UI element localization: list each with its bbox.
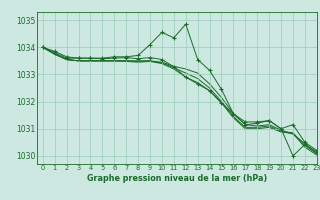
- X-axis label: Graphe pression niveau de la mer (hPa): Graphe pression niveau de la mer (hPa): [87, 174, 267, 183]
